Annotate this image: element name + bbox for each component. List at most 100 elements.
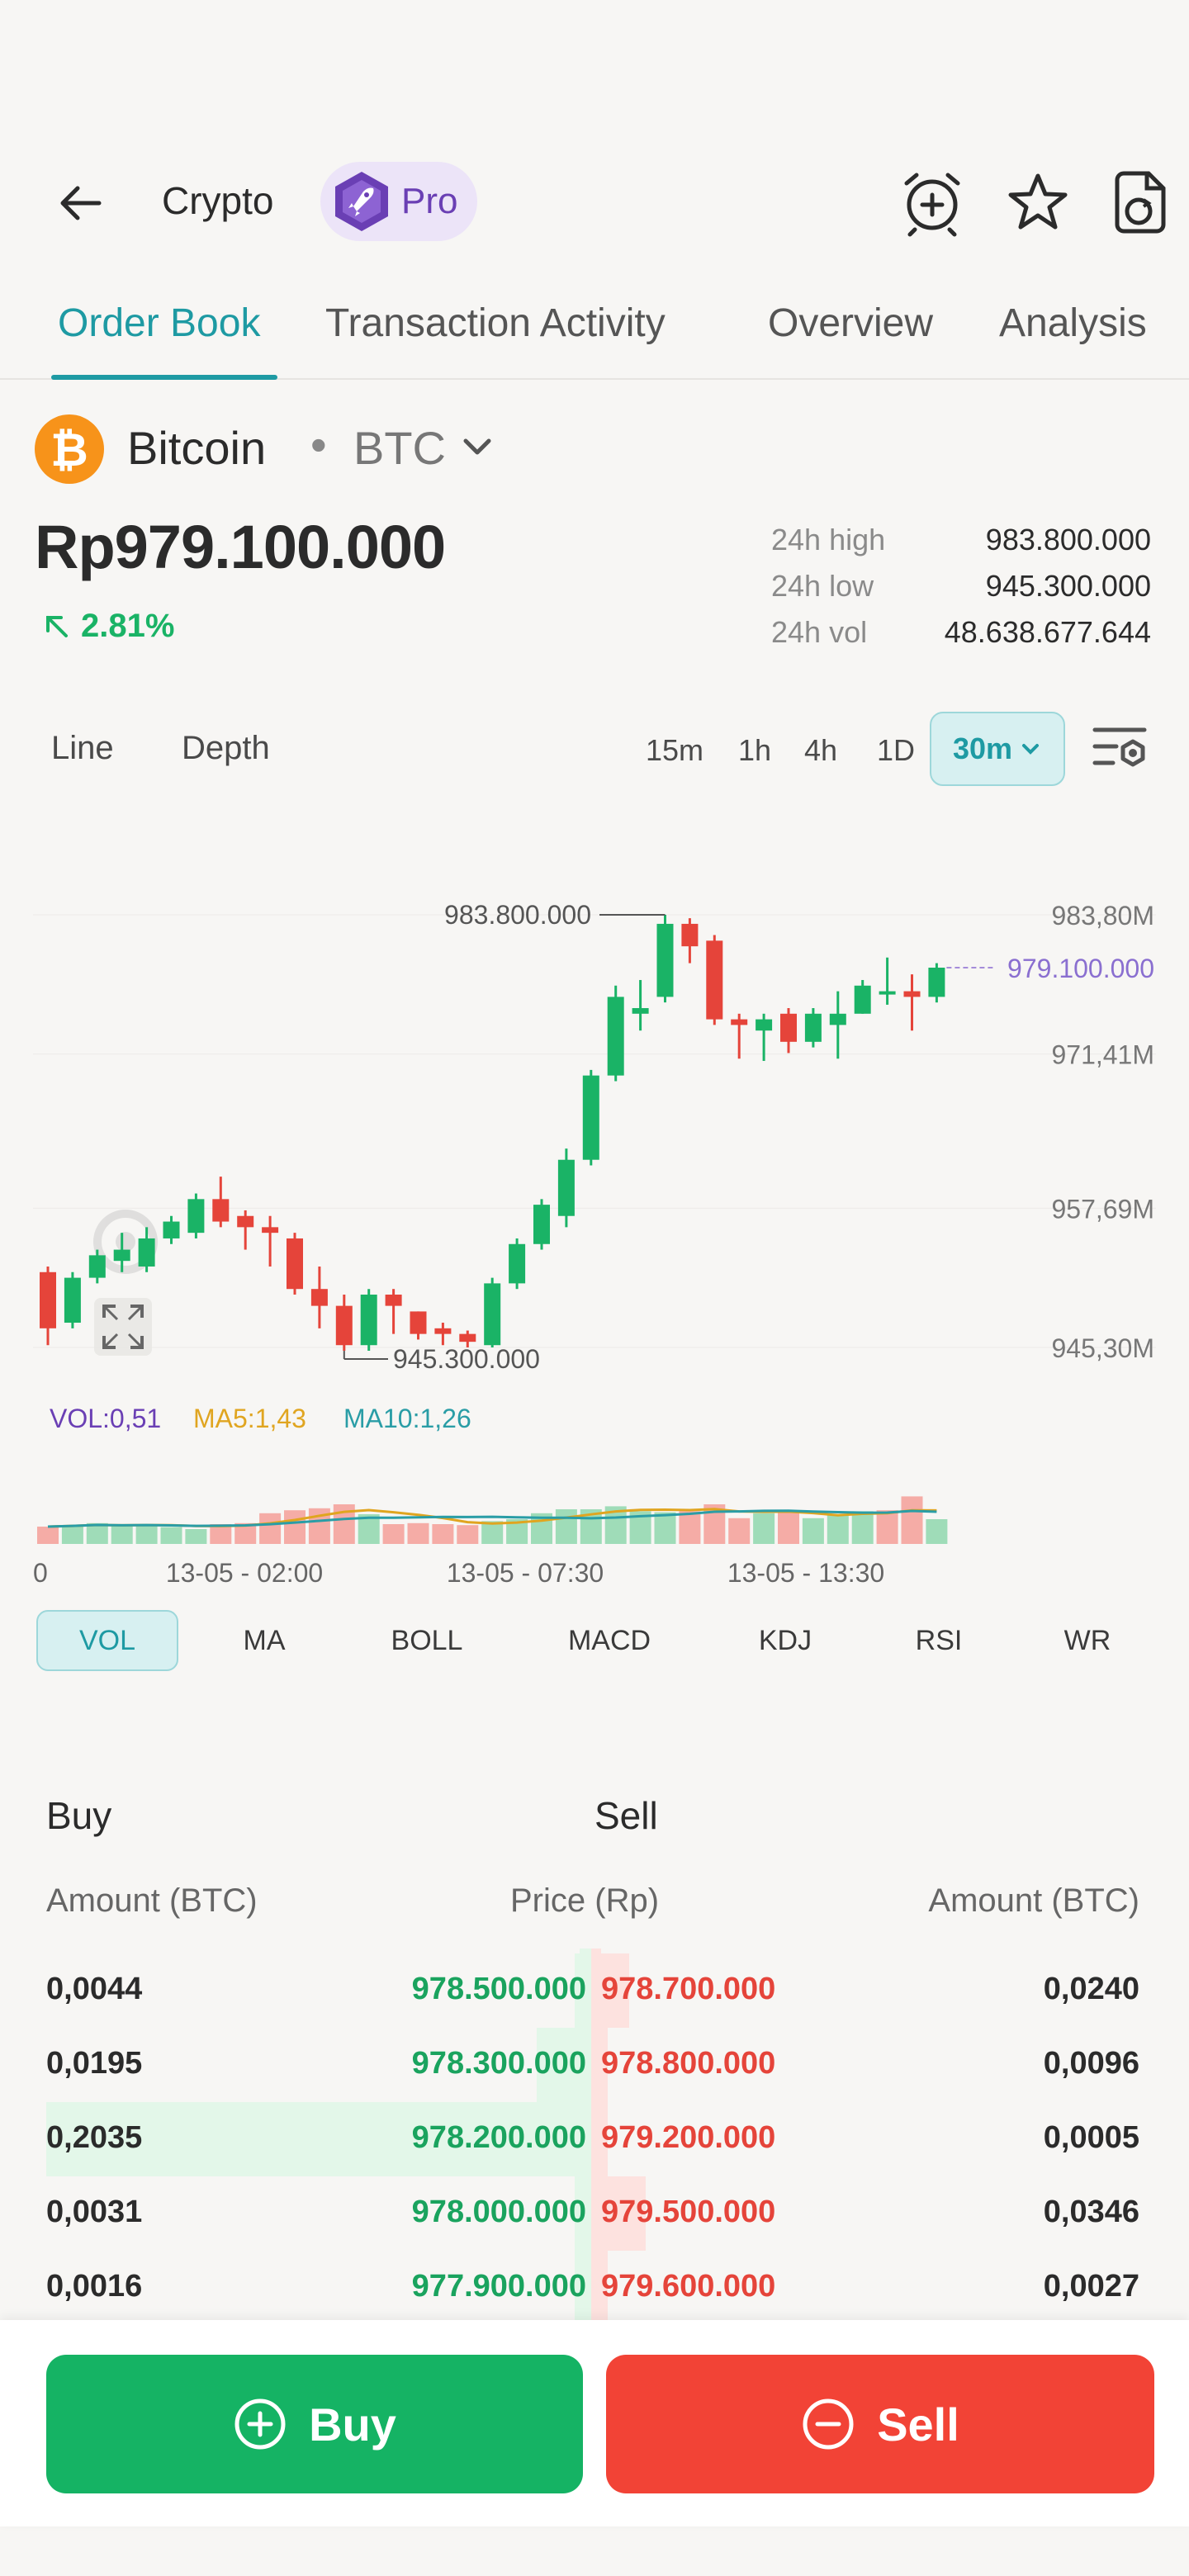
indicator-tab-kdj[interactable]: KDJ bbox=[758, 1624, 812, 1656]
expand-chart-button[interactable] bbox=[94, 1298, 152, 1356]
sell-button-label: Sell bbox=[877, 2398, 959, 2451]
volume-bar bbox=[111, 1526, 133, 1544]
sell-amount: 0,0240 bbox=[1043, 1972, 1139, 2006]
volume-bar bbox=[160, 1527, 182, 1544]
orderbook-row[interactable]: 0,2035 978.200.000 979.200.000 0,0005 bbox=[0, 2102, 1189, 2176]
chevron-down-icon[interactable] bbox=[459, 429, 495, 466]
indicator-tab-vol[interactable]: VOL bbox=[36, 1610, 178, 1671]
x-tick-label: 13-05 - 13:30 bbox=[727, 1558, 884, 1588]
orderbook-sell-title: Sell bbox=[594, 1794, 658, 1837]
current-price-label: 979.100.000 bbox=[1007, 954, 1154, 983]
legend-ma10: MA10:1,26 bbox=[343, 1404, 471, 1433]
tab-bar: Order Book Transaction Activity Overview… bbox=[0, 289, 1189, 380]
volume-bar bbox=[185, 1529, 207, 1544]
minus-circle-icon bbox=[803, 2398, 854, 2450]
indicator-tab-ma[interactable]: MA bbox=[243, 1624, 286, 1656]
arrow-up-left-icon bbox=[46, 615, 68, 637]
stat-24h-vol: 24h vol 48.638.677.644 bbox=[771, 609, 1151, 656]
price-markers: 979.100.000 983.800.000 945.300.000 bbox=[343, 900, 1154, 1374]
price-chart[interactable]: 983,80M 971,41M 957,69M 945,30M 0 13-05 - 02… bbox=[0, 826, 1189, 1602]
volume-bar bbox=[259, 1513, 282, 1544]
sell-button[interactable]: Sell bbox=[606, 2355, 1154, 2493]
chart-settings-icon[interactable] bbox=[1088, 717, 1154, 783]
candle-body bbox=[163, 1221, 180, 1238]
timeframe-selector[interactable]: 30m bbox=[930, 712, 1065, 786]
app-header: Crypto Pro bbox=[0, 149, 1189, 256]
buy-button[interactable]: Buy bbox=[46, 2355, 583, 2493]
candle-body bbox=[138, 1238, 155, 1267]
pro-badge[interactable]: Pro bbox=[320, 162, 477, 241]
active-tab-indicator bbox=[51, 375, 277, 380]
volume-series bbox=[37, 1496, 948, 1544]
star-icon bbox=[1008, 173, 1068, 230]
buy-amount: 0,0195 bbox=[46, 2046, 143, 2081]
candle-body bbox=[459, 1333, 476, 1342]
candle-body bbox=[854, 985, 871, 1014]
share-button[interactable] bbox=[1101, 165, 1176, 239]
alarm-add-icon bbox=[904, 173, 960, 237]
legend-vol: VOL:0,51 bbox=[50, 1404, 162, 1433]
indicator-tab-rsi[interactable]: RSI bbox=[915, 1624, 963, 1656]
candle-body bbox=[509, 1243, 526, 1284]
coin-name[interactable]: Bitcoin bbox=[127, 422, 267, 474]
volume-bar bbox=[654, 1512, 676, 1544]
indicator-tab-boll[interactable]: BOLL bbox=[391, 1624, 463, 1656]
candlestick-series bbox=[40, 915, 945, 1352]
chart-mode-line[interactable]: Line bbox=[51, 730, 114, 766]
stat-label: 24h low bbox=[771, 569, 874, 603]
page-title: Crypto bbox=[162, 179, 274, 222]
buy-depth-bar bbox=[575, 1953, 591, 2028]
back-button[interactable] bbox=[48, 170, 114, 236]
orderbook-row[interactable]: 0,0016 977.900.000 979.600.000 0,0027 bbox=[0, 2251, 1189, 2325]
timeframe-4h[interactable]: 4h bbox=[804, 733, 838, 767]
volume-bar bbox=[728, 1518, 751, 1544]
orderbook-row[interactable]: 0,0031 978.000.000 979.500.000 0,0346 bbox=[0, 2176, 1189, 2251]
candle-body bbox=[360, 1295, 377, 1346]
volume-bar bbox=[382, 1524, 405, 1544]
volume-bar bbox=[407, 1522, 429, 1544]
action-bar: Buy Sell bbox=[0, 2320, 1189, 2526]
stat-24h-low: 24h low 945.300.000 bbox=[771, 563, 1151, 609]
buy-amount: 0,0044 bbox=[46, 1972, 143, 2006]
sell-price: 979.200.000 bbox=[601, 2120, 776, 2155]
timeframe-1d[interactable]: 1D bbox=[877, 733, 916, 767]
tab-overview[interactable]: Overview bbox=[768, 301, 934, 345]
candle-body bbox=[557, 1159, 575, 1216]
favorite-button[interactable] bbox=[1001, 165, 1075, 239]
orderbook-row[interactable]: 0,0195 978.300.000 978.800.000 0,0096 bbox=[0, 2028, 1189, 2102]
candle-body bbox=[928, 968, 945, 997]
candle-body bbox=[113, 1249, 130, 1262]
timeframe-1h[interactable]: 1h bbox=[738, 733, 772, 767]
stat-label: 24h vol bbox=[771, 615, 868, 649]
y-tick-label: 957,69M bbox=[1051, 1194, 1154, 1224]
sell-price: 978.800.000 bbox=[601, 2046, 776, 2081]
sell-price: 978.700.000 bbox=[601, 1972, 776, 2006]
stat-label: 24h high bbox=[771, 523, 886, 556]
tab-analysis[interactable]: Analysis bbox=[999, 301, 1147, 345]
candle-body bbox=[212, 1199, 230, 1222]
buy-button-label: Buy bbox=[309, 2398, 396, 2451]
high-marker-label: 983.800.000 bbox=[444, 900, 591, 930]
price-alert-button[interactable] bbox=[895, 165, 969, 239]
sell-amount: 0,0346 bbox=[1043, 2195, 1139, 2229]
candle-body bbox=[335, 1305, 353, 1346]
candle-body bbox=[632, 1007, 649, 1014]
chart-mode-depth[interactable]: Depth bbox=[182, 730, 270, 766]
rocket-icon bbox=[335, 172, 388, 231]
tab-order-book[interactable]: Order Book bbox=[58, 301, 261, 345]
tab-transaction-activity[interactable]: Transaction Activity bbox=[325, 301, 666, 345]
sell-amount: 0,0027 bbox=[1043, 2269, 1139, 2304]
buy-price: 978.500.000 bbox=[411, 1972, 586, 2006]
candle-body bbox=[903, 991, 921, 997]
timeframe-15m[interactable]: 15m bbox=[646, 733, 704, 767]
volume-bar bbox=[876, 1510, 898, 1544]
coin-symbol[interactable]: BTC bbox=[353, 422, 446, 474]
indicator-tab-wr[interactable]: WR bbox=[1063, 1624, 1111, 1656]
ma10-line bbox=[47, 1509, 937, 1528]
orderbook-row[interactable]: 0,0044 978.500.000 978.700.000 0,0240 bbox=[0, 1953, 1189, 2028]
candle-body bbox=[706, 940, 723, 1020]
indicator-tab-macd[interactable]: MACD bbox=[567, 1624, 651, 1656]
buy-depth-bar bbox=[46, 2102, 591, 2176]
candle-body bbox=[533, 1205, 550, 1244]
legend-ma5: MA5:1,43 bbox=[193, 1404, 306, 1433]
